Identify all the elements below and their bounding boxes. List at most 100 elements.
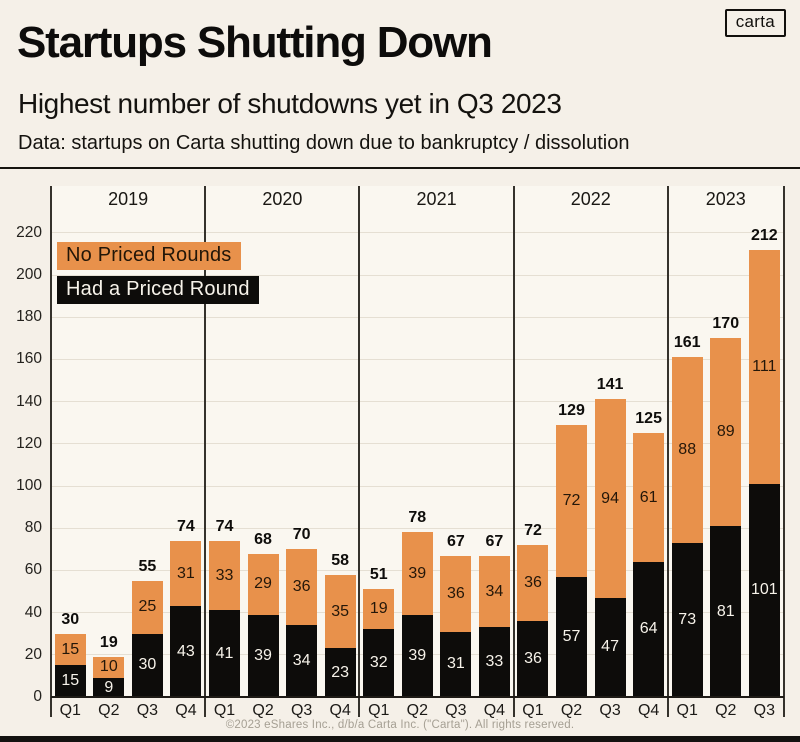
segment-value-label-unpriced: 25	[138, 598, 157, 616]
segment-value-label-priced: 47	[601, 638, 619, 656]
bar-priced-segment	[209, 610, 240, 697]
bar-total-label: 30	[61, 610, 80, 628]
page-subtitle: Highest number of shutdowns yet in Q3 20…	[18, 88, 562, 119]
quarter-label: Q2	[715, 702, 737, 719]
bar-unpriced-segment	[209, 540, 240, 611]
gridline	[51, 485, 784, 487]
segment-value-label-unpriced: 89	[716, 423, 735, 441]
quarter-label: Q2	[252, 702, 274, 719]
segment-value-label-priced: 43	[177, 642, 195, 660]
bar-unpriced-segment	[401, 532, 433, 615]
bar-priced-segment	[517, 621, 549, 697]
quarter-label: Q2	[406, 702, 428, 719]
bar-total-label: 67	[485, 532, 504, 550]
bar-priced-segment	[710, 526, 742, 697]
bar-unpriced-segment	[440, 555, 472, 632]
quarter-label: Q2	[98, 702, 120, 719]
bar-unpriced-segment	[478, 555, 510, 628]
legend-had-priced-round: Had a Priced Round	[57, 276, 259, 304]
bar-priced-segment	[556, 576, 588, 697]
quarter-label: Q1	[59, 702, 81, 719]
bar-total-label: 170	[712, 315, 740, 333]
year-label: 2021	[416, 189, 457, 209]
segment-value-label-unpriced: 111	[752, 357, 777, 375]
bar-priced-segment	[363, 629, 395, 697]
bar-unpriced-segment	[633, 433, 665, 562]
copyright-notice: ©2023 eShares Inc., d/b/a Carta Inc. ("C…	[225, 719, 575, 731]
bar-priced-segment	[54, 665, 86, 697]
year-label: 2019	[108, 189, 149, 209]
segment-value-label-unpriced: 33	[215, 566, 234, 584]
bar-total-label: 51	[369, 566, 388, 584]
bar-total-label: 58	[331, 551, 350, 569]
year-separator-line	[666, 186, 669, 717]
segment-value-label-priced: 41	[215, 644, 234, 662]
segment-value-label-unpriced: 36	[446, 584, 465, 602]
bar-unpriced-segment	[131, 580, 163, 634]
year-separator-line	[50, 186, 52, 717]
y-tick-label: 220	[16, 223, 42, 241]
segment-value-label-unpriced: 94	[601, 489, 619, 507]
year-separator-line	[782, 186, 785, 717]
bar-unpriced-segment	[93, 656, 125, 678]
quarter-label: Q3	[753, 702, 775, 719]
bar-unpriced-segment	[324, 574, 356, 649]
bar-priced-segment	[633, 561, 665, 697]
year-separator-line	[358, 186, 361, 717]
bar-unpriced-segment	[247, 553, 279, 615]
y-tick-label: 180	[16, 308, 42, 326]
segment-value-label-unpriced: 39	[408, 564, 427, 582]
bar-unpriced-segment	[54, 633, 86, 666]
bar-unpriced-segment	[748, 249, 780, 484]
bar-unpriced-segment	[671, 357, 703, 543]
gridline	[51, 232, 784, 234]
bar-priced-segment	[594, 597, 626, 697]
segment-value-label-unpriced: 15	[61, 640, 80, 658]
header-divider	[0, 167, 800, 169]
y-tick-label: 120	[16, 434, 42, 452]
y-tick-label: 80	[24, 519, 42, 537]
bar-unpriced-segment	[286, 549, 318, 626]
segment-value-label-priced: 39	[408, 646, 427, 664]
year-label: 2020	[262, 189, 303, 209]
quarter-label: Q4	[329, 702, 351, 719]
segment-value-label-priced: 23	[331, 663, 350, 681]
segment-value-label-unpriced: 10	[99, 658, 118, 676]
bar-priced-segment	[401, 614, 433, 697]
quarter-label: Q4	[637, 702, 660, 719]
segment-value-label-unpriced: 19	[369, 600, 388, 618]
quarter-label: Q3	[445, 702, 467, 719]
y-tick-label: 0	[33, 688, 42, 705]
bar-total-label: 129	[558, 401, 585, 419]
segment-value-label-priced: 33	[485, 653, 504, 671]
quarter-label: Q1	[676, 702, 698, 719]
quarter-label: Q1	[368, 702, 390, 719]
quarter-label: Q4	[175, 702, 197, 719]
bar-total-label: 212	[750, 226, 778, 244]
gridline	[51, 401, 784, 403]
y-tick-label: 140	[16, 392, 42, 410]
gridline	[51, 443, 784, 445]
year-separator-line	[204, 186, 207, 717]
quarter-label: Q3	[599, 702, 621, 719]
segment-value-label-unpriced: 29	[254, 575, 272, 593]
bar-total-label: 70	[292, 526, 311, 544]
segment-value-label-unpriced: 31	[177, 564, 195, 582]
bar-total-label: 72	[524, 522, 542, 540]
segment-value-label-priced: 34	[292, 652, 311, 670]
quarter-label: Q1	[522, 702, 544, 719]
segment-value-label-unpriced: 36	[292, 578, 311, 596]
bar-total-label: 67	[446, 532, 465, 550]
bar-total-label: 55	[138, 557, 157, 575]
bar-priced-segment	[748, 483, 780, 697]
segment-value-label-priced: 81	[716, 602, 735, 620]
bar-priced-segment	[440, 631, 472, 697]
quarter-label: Q3	[290, 702, 313, 719]
bar-unpriced-segment	[517, 545, 549, 622]
bar-priced-segment	[478, 627, 510, 697]
gridline	[51, 358, 784, 360]
segment-value-label-unpriced: 36	[524, 574, 542, 592]
segment-value-label-priced: 57	[562, 627, 581, 645]
bar-total-label: 74	[215, 517, 234, 535]
